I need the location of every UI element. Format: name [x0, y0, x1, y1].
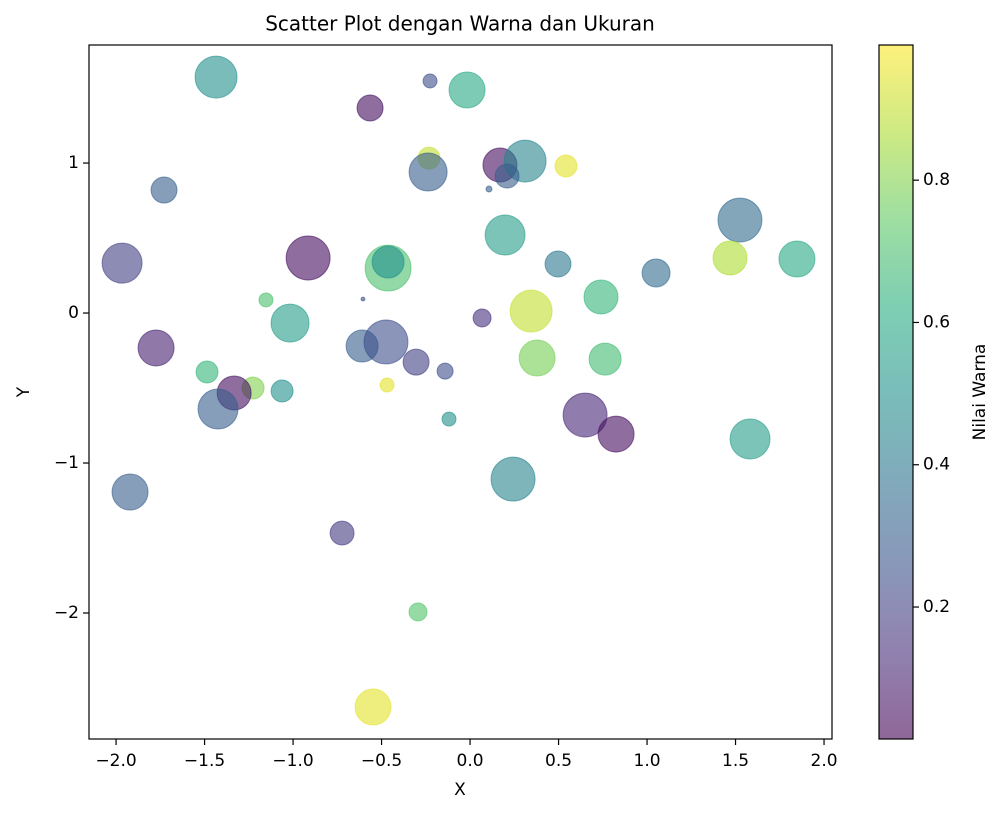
point [518, 339, 556, 377]
point [717, 197, 763, 243]
point [270, 303, 310, 343]
point [195, 360, 219, 384]
x-tick-label: 0.0 [457, 751, 484, 771]
point [379, 377, 395, 393]
point [408, 152, 448, 192]
point [436, 362, 454, 380]
point [150, 176, 178, 204]
y-tick-label: −1 [54, 453, 79, 473]
point [544, 250, 572, 278]
chart-title: Scatter Plot dengan Warna dan Ukuran [265, 12, 655, 36]
x-tick-label: −0.5 [361, 751, 402, 771]
x-tick-label: −2.0 [95, 751, 136, 771]
colorbar-tick-label: 0.4 [923, 455, 950, 475]
point [422, 73, 438, 89]
x-tick-label: −1.0 [272, 751, 313, 771]
point [597, 415, 635, 453]
x-tick-label: −1.5 [184, 751, 225, 771]
point [494, 163, 520, 189]
point [329, 520, 355, 546]
points [101, 55, 816, 726]
point [137, 329, 175, 367]
point [583, 279, 619, 315]
y-tick-label: 0 [68, 303, 79, 323]
point [712, 240, 748, 276]
point [588, 342, 622, 376]
point [101, 242, 143, 284]
colorbar-frame [878, 44, 914, 740]
point [778, 240, 816, 278]
point [356, 94, 384, 122]
colorbar-tick-label: 0.8 [923, 170, 950, 190]
colorbar-tick-label: 0.6 [923, 312, 950, 332]
plot-frame [88, 44, 833, 740]
point [441, 411, 457, 427]
colorbar [879, 45, 913, 739]
point [197, 388, 239, 430]
x-tick-label: 2.0 [811, 751, 838, 771]
point [485, 185, 493, 193]
point [258, 292, 274, 308]
x-axis-label: X [454, 780, 466, 800]
point [562, 392, 608, 438]
point [484, 214, 526, 256]
point [194, 55, 238, 99]
point [360, 296, 366, 302]
x-tick-label: 1.0 [634, 751, 661, 771]
point [354, 688, 392, 726]
colorbar-tick-label: 0.2 [923, 597, 950, 617]
colorbar-label: Nilai Warna [970, 344, 990, 441]
point [554, 154, 578, 178]
point [641, 258, 671, 288]
point [729, 418, 771, 460]
point [448, 71, 486, 109]
x-tick-label: 0.5 [545, 751, 572, 771]
point [509, 289, 553, 333]
point [472, 308, 492, 328]
x-tick-label: 1.5 [722, 751, 749, 771]
point [490, 456, 536, 502]
point [408, 602, 428, 622]
point [270, 379, 294, 403]
point [111, 473, 149, 511]
point [363, 319, 409, 365]
point [371, 245, 405, 279]
y-tick-label: −2 [54, 603, 79, 623]
y-axis-label: Y [14, 386, 34, 398]
point [402, 348, 430, 376]
y-tick-label: 1 [68, 153, 79, 173]
point [285, 235, 331, 281]
